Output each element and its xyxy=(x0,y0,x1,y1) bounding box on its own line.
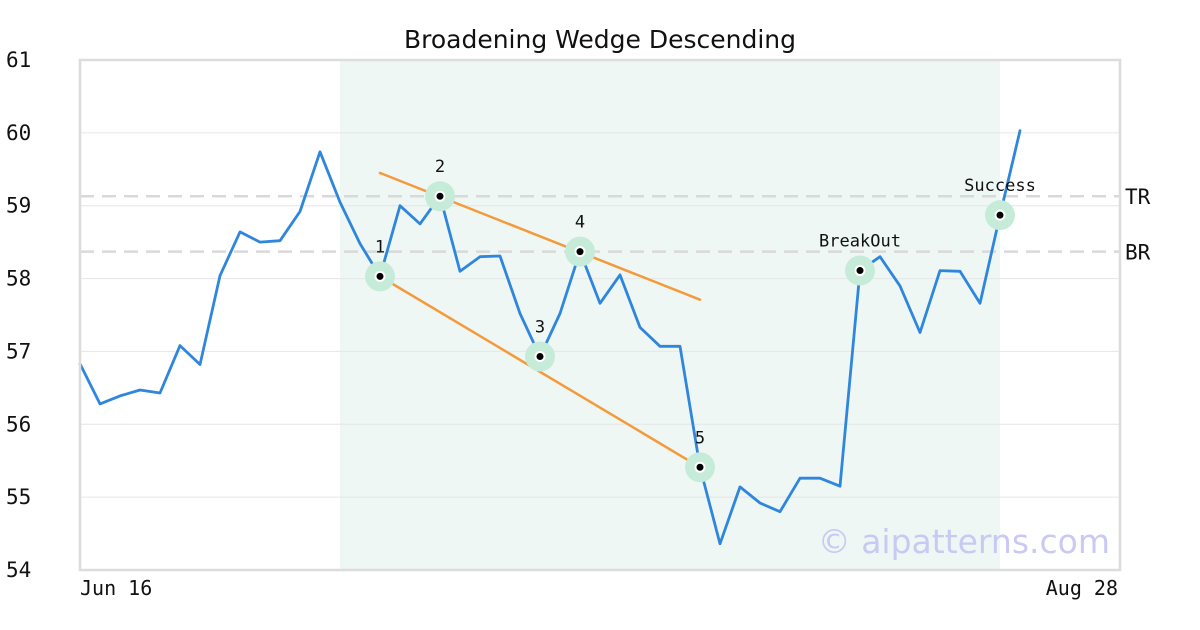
reference-label-tr: TR xyxy=(1125,185,1151,209)
watermark: © aipatterns.com xyxy=(818,522,1110,561)
annotation-label-4: 4 xyxy=(575,213,585,233)
x-tick-label-start: Jun 16 xyxy=(80,576,152,600)
annotation-label-3: 3 xyxy=(535,318,545,338)
reference-label-br: BR xyxy=(1125,241,1151,265)
plot-frame xyxy=(78,58,1122,572)
annotation-label-breakout: BreakOut xyxy=(819,232,901,252)
annotation-label-1: 1 xyxy=(375,237,385,257)
annotation-label-2: 2 xyxy=(435,157,445,177)
annotation-label-5: 5 xyxy=(695,428,705,448)
y-tick-label: 56 xyxy=(6,412,31,436)
marker-dot-2 xyxy=(436,192,444,200)
y-tick-label: 61 xyxy=(6,48,31,72)
marker-dot-breakout xyxy=(856,267,864,275)
marker-dot-4 xyxy=(576,248,584,256)
marker-dot-3 xyxy=(536,353,544,361)
y-tick-label: 60 xyxy=(6,121,31,145)
y-tick-label: 57 xyxy=(6,339,31,363)
y-tick-label: 55 xyxy=(6,485,31,509)
y-tick-label: 58 xyxy=(6,267,31,291)
marker-dot-success xyxy=(996,211,1004,219)
marker-dot-5 xyxy=(696,463,704,471)
annotation-label-success: Success xyxy=(964,176,1036,196)
trend-line-2 xyxy=(378,275,702,469)
marker-dot-1 xyxy=(376,272,384,280)
pattern-region xyxy=(340,60,1000,570)
x-tick-label-end: Aug 28 xyxy=(1046,576,1118,600)
y-tick-label: 54 xyxy=(6,558,31,582)
y-tick-label: 59 xyxy=(6,194,31,218)
chart-title: Broadening Wedge Descending xyxy=(404,25,796,54)
